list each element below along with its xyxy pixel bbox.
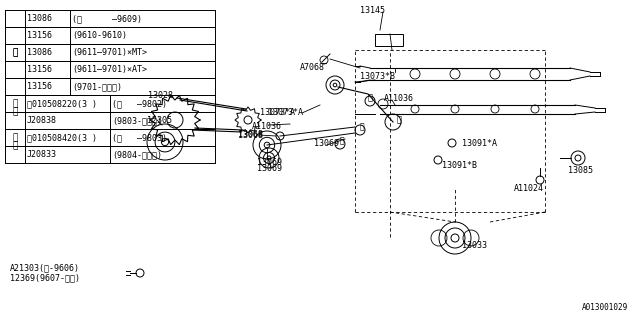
- Text: ①: ①: [12, 48, 18, 57]
- Text: 13156: 13156: [27, 82, 52, 91]
- Text: (　      –9609): ( –9609): [72, 14, 142, 23]
- Text: ②: ②: [12, 108, 18, 116]
- Text: 13069: 13069: [314, 139, 339, 148]
- Text: A21303(　-9606): A21303( -9606): [10, 263, 80, 273]
- Text: 13085: 13085: [568, 165, 593, 174]
- Text: (9804-　　　): (9804- ): [112, 150, 162, 159]
- Text: 13073*A: 13073*A: [268, 108, 303, 116]
- Text: 12369(9607-　　): 12369(9607- ): [10, 274, 80, 283]
- Text: A013001029: A013001029: [582, 303, 628, 312]
- Text: ③: ③: [367, 93, 372, 102]
- Text: J20833: J20833: [27, 150, 57, 159]
- Text: (9611–9701)×MT>: (9611–9701)×MT>: [72, 48, 147, 57]
- Text: 13073*A: 13073*A: [260, 108, 295, 116]
- Text: (　   –9802): ( –9802): [112, 99, 167, 108]
- Text: (9611–9701)×AT>: (9611–9701)×AT>: [72, 65, 147, 74]
- Text: ②: ②: [360, 123, 364, 132]
- Text: A11036: A11036: [252, 122, 282, 131]
- Text: ①: ①: [12, 48, 18, 57]
- Text: J20838: J20838: [27, 116, 57, 125]
- Text: 13156: 13156: [27, 31, 52, 40]
- Text: Ⓑ010508420(3 ): Ⓑ010508420(3 ): [27, 133, 97, 142]
- Text: (9610-9610): (9610-9610): [72, 31, 127, 40]
- Text: 13086: 13086: [27, 48, 52, 57]
- Text: 13069: 13069: [257, 164, 282, 172]
- Text: ③: ③: [12, 133, 18, 142]
- Text: A11024: A11024: [514, 183, 544, 193]
- Text: 13068: 13068: [238, 130, 263, 139]
- Text: ①: ①: [397, 116, 402, 124]
- Text: 13033: 13033: [462, 241, 487, 250]
- Text: 13028: 13028: [148, 91, 173, 100]
- Text: ②: ②: [340, 137, 344, 146]
- Text: 13069: 13069: [257, 157, 282, 166]
- Text: Ⓑ010508220(3 ): Ⓑ010508220(3 ): [27, 99, 97, 108]
- Text: A7068: A7068: [300, 62, 325, 71]
- Text: 13091*B: 13091*B: [442, 161, 477, 170]
- Text: ③: ③: [12, 141, 18, 150]
- Text: 12305: 12305: [147, 116, 172, 124]
- Text: 13145: 13145: [360, 5, 385, 14]
- Text: 13091*A: 13091*A: [462, 139, 497, 148]
- Text: (　   –9803): ( –9803): [112, 133, 167, 142]
- Text: A11036: A11036: [384, 93, 414, 102]
- Text: 13073*B: 13073*B: [360, 71, 395, 81]
- Text: 13156: 13156: [27, 65, 52, 74]
- Text: ②: ②: [12, 99, 18, 108]
- Text: 13068: 13068: [238, 131, 263, 140]
- Bar: [375, 34, 403, 46]
- Text: 13086: 13086: [27, 14, 52, 23]
- Text: (9701-　　　): (9701- ): [72, 82, 122, 91]
- Text: (9803-　　　): (9803- ): [112, 116, 162, 125]
